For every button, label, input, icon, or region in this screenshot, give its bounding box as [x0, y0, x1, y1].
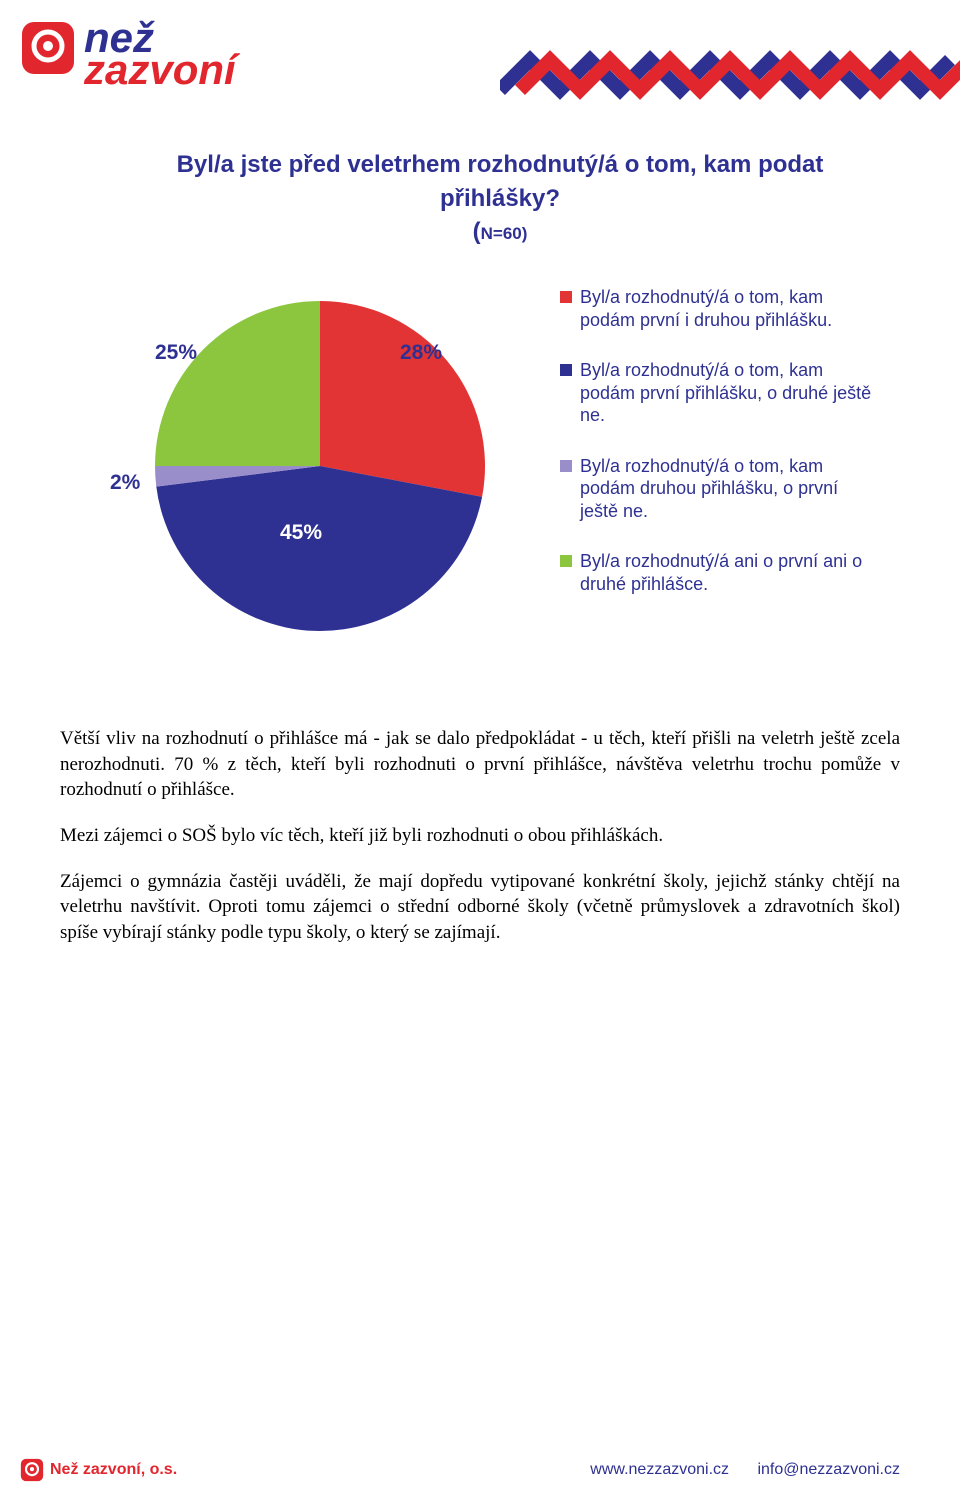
pie-label-first_only: 45% — [280, 521, 322, 545]
chart-title-line1: Byl/a jste před veletrhem rozhodnutý/á o… — [120, 150, 880, 180]
legend-text: Byl/a rozhodnutý/á o tom, kam podám prvn… — [580, 286, 880, 331]
footer-org: Než zazvoní, o.s. — [20, 1458, 177, 1482]
footer-email: info@nezzazvoni.cz — [757, 1461, 900, 1478]
pie-label-second_only: 2% — [110, 471, 140, 495]
pie-slice-first_only — [156, 466, 482, 631]
legend-swatch — [560, 364, 572, 376]
legend-item: Byl/a rozhodnutý/á ani o první ani o dru… — [560, 550, 880, 595]
chart-section: Byl/a jste před veletrhem rozhodnutý/á o… — [0, 110, 960, 666]
legend-swatch — [560, 555, 572, 567]
brand-line2: zazvoní — [84, 52, 236, 88]
bell-icon — [20, 20, 76, 76]
legend-swatch — [560, 460, 572, 472]
zigzag-decoration — [500, 40, 960, 110]
pie-label-first_and_second: 28% — [400, 341, 442, 365]
footer-org-text: Než zazvoní, o.s. — [50, 1461, 177, 1479]
chart-subtitle: (N=60) — [120, 218, 880, 246]
legend-text: Byl/a rozhodnutý/á o tom, kam podám prvn… — [580, 359, 880, 427]
page-footer: Než zazvoní, o.s. www.nezzazvoni.cz info… — [0, 1458, 960, 1482]
paragraph: Zájemci o gymnázia častěji uváděli, že m… — [60, 869, 900, 946]
pie-slice-first_and_second — [320, 301, 485, 497]
footer-url: www.nezzazvoni.cz — [590, 1461, 729, 1478]
legend-item: Byl/a rozhodnutý/á o tom, kam podám druh… — [560, 455, 880, 523]
pie-label-neither: 25% — [155, 341, 197, 365]
body-text: Větší vliv na rozhodnutí o přihlášce má … — [0, 666, 960, 945]
pie-slice-neither — [155, 301, 320, 466]
legend-swatch — [560, 291, 572, 303]
paragraph: Mezi zájemci o SOŠ bylo víc těch, kteří … — [60, 823, 900, 849]
page-header: než zazvoní — [0, 0, 960, 110]
pie-chart: 28%45%2%25% — [120, 266, 520, 666]
legend-item: Byl/a rozhodnutý/á o tom, kam podám prvn… — [560, 286, 880, 331]
chart-legend: Byl/a rozhodnutý/á o tom, kam podám prvn… — [560, 266, 880, 595]
chart-title-line2: přihlášky? — [120, 184, 880, 214]
legend-item: Byl/a rozhodnutý/á o tom, kam podám prvn… — [560, 359, 880, 427]
legend-text: Byl/a rozhodnutý/á ani o první ani o dru… — [580, 550, 880, 595]
bell-icon — [20, 1458, 44, 1482]
paragraph: Větší vliv na rozhodnutí o přihlášce má … — [60, 726, 900, 803]
legend-text: Byl/a rozhodnutý/á o tom, kam podám druh… — [580, 455, 880, 523]
